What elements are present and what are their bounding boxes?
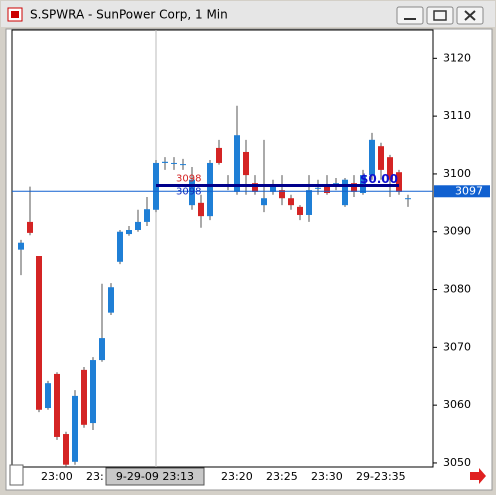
- candle-body: [117, 231, 123, 262]
- x-tick-label: 23:30: [311, 470, 343, 483]
- scroll-right-arrow[interactable]: [470, 468, 486, 484]
- candle-body: [207, 162, 213, 217]
- candle-body: [270, 184, 276, 192]
- candle-body: [162, 161, 168, 163]
- app-icon-mark: [11, 11, 19, 18]
- y-tick-label: 3080: [443, 283, 471, 296]
- candle-body: [288, 198, 294, 206]
- candle-body: [306, 190, 312, 215]
- candle-body: [54, 373, 60, 437]
- candle-body: [189, 179, 195, 206]
- x-tick-label: 23:25: [266, 470, 298, 483]
- last-price-label: 3097: [455, 184, 483, 197]
- candle-body: [72, 395, 78, 462]
- y-tick-label: 3120: [443, 51, 471, 64]
- candle-body: [261, 198, 267, 206]
- y-tick-label: 3110: [443, 109, 471, 122]
- y-tick-label: 3090: [443, 225, 471, 238]
- x-tick-label: 23:20: [221, 470, 253, 483]
- candle-body: [405, 198, 411, 200]
- candle-body: [180, 164, 186, 166]
- candle-body: [36, 256, 42, 410]
- x-tick-label: 29-23:35: [356, 470, 406, 483]
- candle-body: [234, 135, 240, 192]
- candle-body: [27, 221, 33, 233]
- minimize-button[interactable]: [396, 6, 424, 25]
- candle-body: [243, 151, 249, 176]
- maximize-button[interactable]: [426, 6, 454, 25]
- candle-body: [252, 183, 258, 192]
- y-tick-label: 3050: [443, 456, 471, 469]
- order-label-sell: 3098: [176, 173, 201, 184]
- y-tick-label: 3070: [443, 340, 471, 353]
- crosshair-label-box: [105, 467, 205, 486]
- x-tick-label: 23:: [86, 470, 104, 483]
- y-tick-label: 3060: [443, 398, 471, 411]
- candle-body: [315, 187, 321, 189]
- candle-body: [342, 179, 348, 206]
- candle-body: [99, 338, 105, 361]
- candle-body: [198, 202, 204, 217]
- candle-body: [297, 206, 303, 215]
- candle-body: [63, 434, 69, 465]
- maximize-icon: [433, 10, 447, 21]
- crosshair-label: 9-29-09 23:13: [116, 470, 194, 483]
- candle-body: [216, 147, 222, 163]
- x-tick-label: 23:00: [41, 470, 73, 483]
- candle-body: [351, 183, 357, 192]
- order-pnl: $0.00: [360, 172, 398, 186]
- candle-body: [108, 287, 114, 313]
- candle-body: [45, 383, 51, 409]
- close-icon: [464, 10, 476, 21]
- candle-body: [378, 146, 384, 170]
- last-price-box: [434, 185, 490, 198]
- candle-body: [90, 360, 96, 424]
- candle-body: [369, 139, 375, 176]
- candle-body: [324, 184, 330, 194]
- y-tick-label: 3100: [443, 167, 471, 180]
- candle-body: [144, 209, 150, 222]
- candle-body: [18, 242, 24, 250]
- candle-body: [396, 172, 402, 192]
- order-label-buy: 3098: [176, 186, 201, 197]
- scroll-box[interactable]: [9, 464, 24, 486]
- candle-body: [387, 157, 393, 180]
- candle-body: [81, 369, 87, 425]
- candle-body: [171, 162, 177, 164]
- candle-body: [279, 190, 285, 199]
- candle-body: [135, 221, 141, 231]
- candle-body: [333, 183, 339, 185]
- window-title: S.SPWRA - SunPower Corp, 1 Min: [30, 8, 228, 22]
- candle-body: [126, 230, 132, 235]
